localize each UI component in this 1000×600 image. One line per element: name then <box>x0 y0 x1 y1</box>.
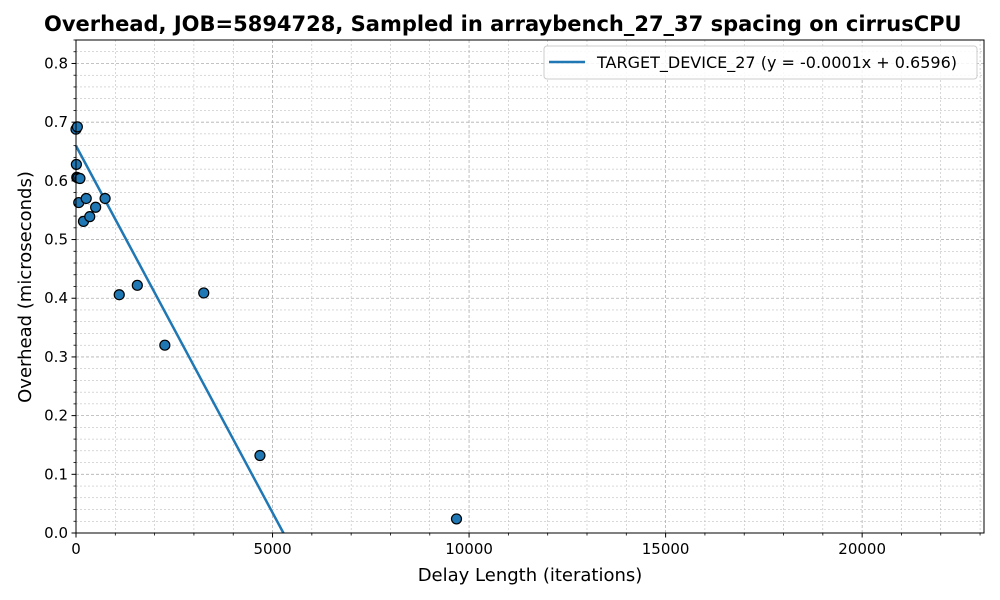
data-point <box>74 172 86 185</box>
y-tick-label: 0.7 <box>44 113 68 131</box>
y-axis-label: Overhead (microseconds) <box>15 171 36 403</box>
y-tick-label: 0.6 <box>44 172 68 190</box>
legend-entry-label: TARGET_DEVICE_27 (y = -0.0001x + 0.6596) <box>596 53 957 73</box>
fit-line <box>74 145 285 534</box>
data-point <box>113 289 125 301</box>
y-tick-label: 0.2 <box>44 407 68 425</box>
data-point <box>159 339 171 351</box>
x-tick-label: 20000 <box>838 540 886 558</box>
y-tick-label: 0.0 <box>44 524 68 542</box>
data-point <box>99 192 111 205</box>
x-tick-label: 10000 <box>445 540 493 558</box>
data-point <box>90 201 102 213</box>
y-tick-label: 0.4 <box>44 289 68 307</box>
fit-line-group <box>74 145 285 534</box>
y-tick-label: 0.5 <box>44 231 68 249</box>
x-tick-label: 5000 <box>253 540 291 558</box>
data-point <box>254 449 266 462</box>
data-point <box>71 121 83 133</box>
legend: TARGET_DEVICE_27 (y = -0.0001x + 0.6596) <box>543 45 978 80</box>
chart-title: Overhead, JOB=5894728, Sampled in arrayb… <box>44 12 962 36</box>
data-point <box>80 192 92 205</box>
data-point <box>131 279 143 291</box>
data-point <box>450 513 463 525</box>
y-tick-label: 0.8 <box>44 54 68 72</box>
data-point <box>198 287 210 299</box>
y-tick-label: 0.1 <box>44 465 68 483</box>
x-tick-label: 0 <box>71 540 81 558</box>
axis-ticks: 0.0 0.1 0.2 0.3 0.4 0.5 0.6 0.7 0.8 0 5000 10000 150… <box>44 39 981 558</box>
x-axis-label: Delay Length (iterations) <box>418 565 643 586</box>
legend-box <box>543 45 978 80</box>
data-point <box>84 211 96 223</box>
y-tick-label: 0.3 <box>44 348 68 366</box>
x-tick-label: 15000 <box>642 540 690 558</box>
